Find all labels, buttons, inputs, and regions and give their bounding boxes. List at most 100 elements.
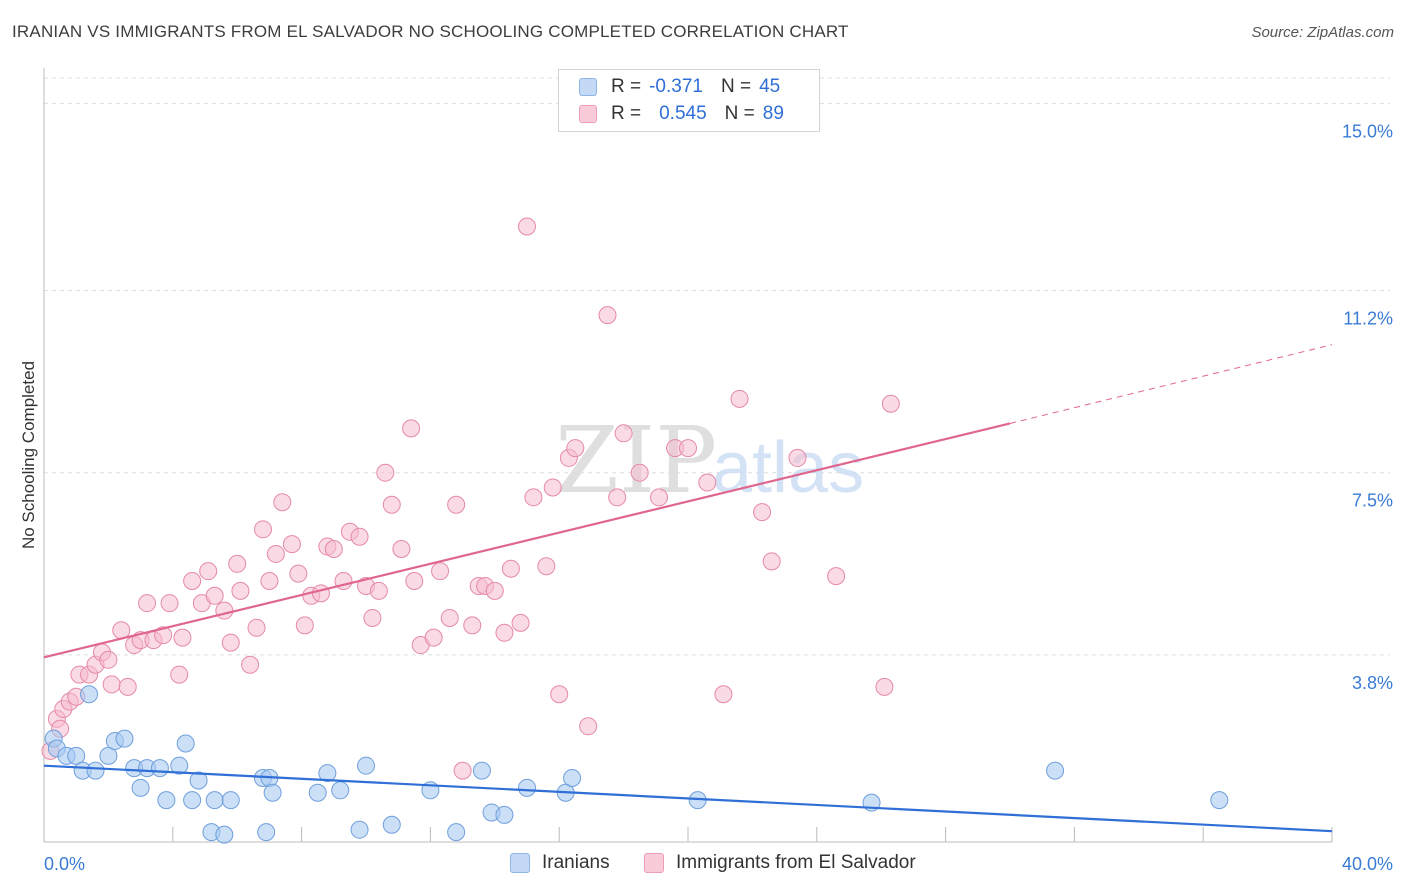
legend-n-label: N = bbox=[720, 76, 752, 97]
data-point-el-salvador bbox=[579, 717, 598, 736]
data-point-iranians bbox=[495, 805, 514, 824]
bottom-legend-swatch-pink bbox=[644, 853, 664, 873]
data-point-iranians bbox=[382, 815, 401, 834]
chart-title: IRANIAN VS IMMIGRANTS FROM EL SALVADOR N… bbox=[12, 22, 849, 41]
data-point-iranians bbox=[518, 778, 536, 797]
data-point-el-salvador bbox=[369, 581, 388, 600]
data-point-el-salvador bbox=[282, 535, 301, 554]
data-point-el-salvador bbox=[524, 488, 543, 507]
y-tick-label: 3.8% bbox=[1352, 673, 1393, 693]
data-point-iranians bbox=[257, 823, 276, 842]
legend-r-label: R = bbox=[611, 76, 642, 97]
watermark-atlas: atlas bbox=[712, 428, 864, 508]
y-tick-label: 11.2% bbox=[1343, 309, 1393, 329]
data-point-el-salvador bbox=[138, 594, 157, 613]
data-point-el-salvador bbox=[511, 613, 530, 632]
data-point-iranians bbox=[157, 791, 176, 810]
data-point-el-salvador bbox=[199, 562, 218, 581]
legend-n-value: 45 bbox=[759, 76, 781, 97]
data-point-el-salvador bbox=[247, 618, 266, 637]
data-point-el-salvador bbox=[405, 572, 424, 591]
data-point-el-salvador bbox=[440, 608, 459, 627]
data-point-iranians bbox=[308, 783, 327, 802]
data-point-el-salvador bbox=[363, 608, 382, 627]
data-point-el-salvador bbox=[382, 495, 401, 514]
legend-row-iranians: R = -0.371 N = 45 bbox=[579, 76, 780, 98]
gridlines bbox=[44, 77, 1390, 656]
data-point-el-salvador bbox=[350, 527, 369, 546]
axis-labels: 3.8% 7.5% 11.2% 15.0% 0.0% 40.0% No Schooling … bbox=[19, 121, 1393, 874]
data-point-el-salvador bbox=[102, 675, 121, 694]
data-point-el-salvador bbox=[518, 217, 536, 236]
data-point-el-salvador bbox=[154, 626, 173, 645]
legend-n-label: N = bbox=[724, 103, 755, 124]
x-tick-label: 0.0% bbox=[44, 854, 85, 874]
data-point-el-salvador bbox=[273, 493, 292, 512]
data-point-el-salvador bbox=[402, 419, 421, 438]
data-point-el-salvador bbox=[295, 616, 314, 635]
data-point-el-salvador bbox=[453, 761, 472, 780]
blue-series-points bbox=[44, 685, 1229, 844]
x-tick-label: 40.0% bbox=[1342, 854, 1393, 874]
legend-r-label: R = bbox=[611, 103, 642, 124]
data-point-iranians bbox=[357, 756, 375, 775]
data-point-iranians bbox=[131, 778, 150, 797]
bottom-legend-iranians: Iranians bbox=[510, 852, 610, 874]
data-point-el-salvador bbox=[266, 544, 285, 563]
legend-swatch-blue bbox=[579, 78, 597, 96]
data-point-iranians bbox=[1210, 791, 1229, 810]
data-point-el-salvador bbox=[215, 601, 234, 620]
data-point-el-salvador bbox=[762, 552, 781, 571]
trend-line-el-salvador-extension bbox=[1009, 344, 1333, 424]
data-point-el-salvador bbox=[241, 655, 260, 674]
data-point-el-salvador bbox=[447, 495, 466, 514]
data-point-el-salvador bbox=[630, 463, 649, 482]
data-point-iranians bbox=[563, 768, 582, 787]
data-point-iranians bbox=[447, 823, 466, 842]
data-point-el-salvador bbox=[550, 685, 569, 704]
legend-swatch-pink bbox=[579, 105, 597, 123]
y-tick-label: 15.0% bbox=[1342, 121, 1393, 141]
data-point-el-salvador bbox=[650, 488, 669, 507]
legend-n-value: 89 bbox=[762, 103, 784, 124]
trend-lines bbox=[43, 344, 1333, 833]
data-point-el-salvador bbox=[311, 584, 330, 603]
data-point-el-salvador bbox=[679, 439, 697, 458]
data-point-iranians bbox=[80, 685, 99, 704]
data-point-el-salvador bbox=[788, 448, 807, 467]
data-point-iranians bbox=[472, 761, 491, 780]
data-point-el-salvador bbox=[392, 540, 411, 559]
data-point-el-salvador bbox=[485, 581, 504, 600]
data-point-el-salvador bbox=[543, 478, 562, 497]
data-point-iranians bbox=[350, 820, 369, 839]
data-point-el-salvador bbox=[431, 562, 450, 581]
data-point-el-salvador bbox=[753, 503, 772, 522]
data-point-el-salvador bbox=[463, 616, 482, 635]
data-point-el-salvador bbox=[714, 685, 733, 704]
data-point-iranians bbox=[115, 729, 134, 748]
data-point-iranians bbox=[318, 764, 337, 783]
watermark-zip: ZIP bbox=[555, 407, 717, 514]
data-point-iranians bbox=[221, 791, 240, 810]
data-point-iranians bbox=[205, 791, 224, 810]
data-point-iranians bbox=[86, 761, 105, 780]
data-point-el-salvador bbox=[324, 540, 343, 559]
data-point-el-salvador bbox=[118, 677, 137, 696]
bottom-legend-swatch-blue bbox=[510, 853, 530, 873]
watermark: ZIP atlas bbox=[555, 407, 864, 514]
data-point-el-salvador bbox=[99, 650, 118, 669]
bottom-legend-label: Immigrants from El Salvador bbox=[676, 852, 916, 873]
data-point-iranians bbox=[331, 781, 350, 800]
axes bbox=[43, 68, 1333, 843]
y-tick-label: 7.5% bbox=[1352, 491, 1393, 511]
data-point-el-salvador bbox=[566, 439, 585, 458]
data-point-el-salvador bbox=[376, 463, 395, 482]
data-point-iranians bbox=[215, 825, 234, 844]
data-point-el-salvador bbox=[231, 581, 250, 600]
data-point-el-salvador bbox=[253, 520, 272, 539]
data-point-el-salvador bbox=[537, 557, 556, 576]
data-point-el-salvador bbox=[173, 628, 192, 647]
legend-r-value: -0.371 bbox=[649, 76, 703, 97]
data-point-el-salvador bbox=[875, 677, 894, 696]
